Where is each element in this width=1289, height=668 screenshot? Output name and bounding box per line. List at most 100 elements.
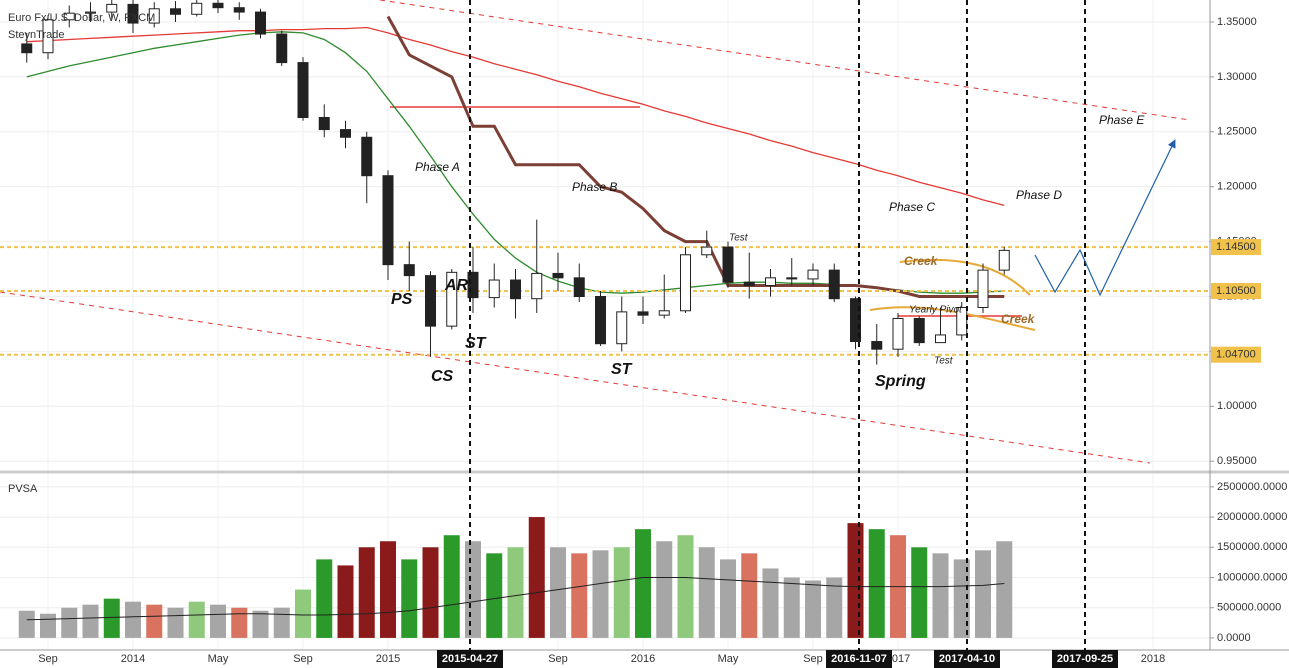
volume-bar <box>103 598 120 638</box>
candle-body <box>446 271 458 327</box>
candle-body <box>552 272 564 279</box>
volume-bar <box>911 547 928 638</box>
volume-bar <box>762 568 779 638</box>
annotation: Test <box>934 356 954 367</box>
date-label: 2015-04-27 <box>442 653 498 665</box>
candle-body <box>935 334 946 344</box>
level-box <box>1211 239 1261 256</box>
candle-body <box>828 269 840 300</box>
annotation: Creek <box>904 254 939 268</box>
annotation: PS <box>391 291 413 308</box>
candle-body <box>998 249 1010 271</box>
x-tick-label: 2015 <box>376 653 400 665</box>
annotation: Yearly Pivot <box>909 305 963 316</box>
y-tick-label: 2000000.0000 <box>1217 511 1287 523</box>
candle-body <box>148 8 160 24</box>
candle-body <box>595 295 606 345</box>
x-tick-label: Sep <box>548 653 568 665</box>
volume-bar <box>613 547 630 638</box>
phase-lines <box>469 0 1086 650</box>
volume-bar <box>975 550 991 638</box>
x-tick-label: 2018 <box>1141 653 1165 665</box>
y-tick-label: 0.95000 <box>1217 455 1257 467</box>
volume-bar <box>146 604 163 638</box>
x-tick-label: May <box>718 653 739 665</box>
y-tick-label: 1000000.0000 <box>1217 571 1287 583</box>
volume-bar <box>720 559 736 638</box>
y-tick-label: 1.00000 <box>1217 400 1257 412</box>
indicator-line <box>26 26 1005 207</box>
volume-bar <box>358 547 375 638</box>
volume-bar <box>592 550 609 638</box>
candle-body <box>871 341 883 350</box>
annotation: Creek <box>1001 312 1036 326</box>
volume-bar <box>486 553 503 638</box>
volume-bar <box>18 610 35 638</box>
x-tick-label: 2014 <box>121 653 145 665</box>
candle-body <box>701 246 713 256</box>
volume-bar <box>422 547 439 638</box>
candle-body <box>106 3 118 13</box>
annotation: Phase E <box>1099 113 1145 127</box>
y-tick-label: 1500000.0000 <box>1217 541 1287 553</box>
x-tick-label: Sep <box>293 653 313 665</box>
candle-body <box>276 33 288 64</box>
volume-bar <box>698 547 715 638</box>
candle-body <box>191 2 203 15</box>
y-tick-label: 500000.0000 <box>1217 602 1281 614</box>
volume-bar <box>550 547 566 638</box>
date-box <box>1052 650 1118 668</box>
annotation: Phase C <box>889 200 935 214</box>
annotation: ST <box>465 335 487 352</box>
volume-bar <box>528 517 545 638</box>
volume-bar <box>847 523 864 638</box>
candle-body <box>403 264 415 277</box>
volume-bar <box>167 607 184 638</box>
volume-bar <box>996 541 1013 638</box>
projection-arrows <box>1034 139 1176 297</box>
volume-bar <box>210 604 226 638</box>
candle-body <box>318 117 330 131</box>
volume-bar <box>40 613 56 638</box>
candle-body <box>765 277 776 287</box>
candle-body <box>786 277 798 280</box>
candle-body <box>382 175 394 266</box>
candle-body <box>616 311 628 345</box>
annotation: CS <box>431 368 454 385</box>
volume-bar <box>401 559 418 638</box>
volume-bar <box>868 529 885 638</box>
candle-body <box>212 2 224 9</box>
volume-bar <box>507 547 524 638</box>
x-tick-label: Sep <box>38 653 58 665</box>
candle-body <box>956 306 968 336</box>
y-tick-label: 0.0000 <box>1217 632 1251 644</box>
symbol-title: Euro Fx/U.S. Dollar, W, FXCM <box>8 12 155 24</box>
volume-bar <box>953 559 970 638</box>
candle-body <box>892 317 904 350</box>
candle-body <box>637 311 649 316</box>
candle-body <box>743 281 755 287</box>
y-tick-label: 1.30000 <box>1217 71 1257 83</box>
volume-bar <box>337 565 354 638</box>
volume-bar <box>380 541 396 638</box>
y-tick-label: 1.20000 <box>1217 181 1257 193</box>
volume-bar <box>741 553 758 638</box>
price-pane <box>0 0 1210 464</box>
candle-body <box>425 275 436 327</box>
candle-body <box>85 11 96 14</box>
y-tick-label: 2500000.0000 <box>1217 481 1287 493</box>
annotation: AR <box>444 277 469 294</box>
volume-bar <box>252 610 269 638</box>
candle-body <box>255 11 266 35</box>
indicator-line <box>26 577 1005 621</box>
candle-body <box>913 317 925 344</box>
candle-body <box>658 310 670 316</box>
volume-bar <box>656 541 673 638</box>
date-label: 2016-11-07 <box>831 653 887 665</box>
volume-bar <box>443 535 460 638</box>
annotation: Phase A <box>415 160 460 174</box>
volume-pane <box>18 517 1013 638</box>
volume-bar <box>316 559 333 638</box>
candle-body <box>807 269 819 280</box>
candle-body <box>680 254 691 312</box>
